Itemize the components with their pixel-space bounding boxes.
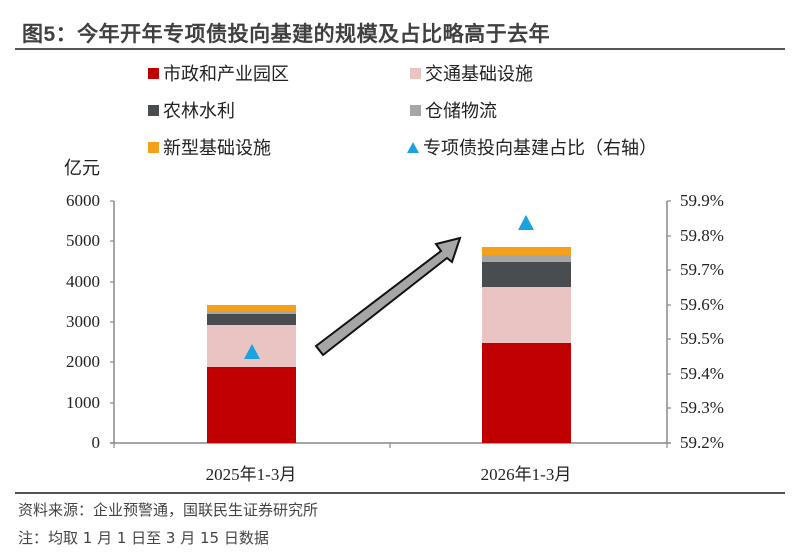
y2-tick-label: 59.9%: [680, 191, 724, 210]
legend-label: 仓储物流: [425, 101, 497, 122]
y-tick-label: 1000: [66, 393, 100, 412]
legend-swatch-icon: [148, 67, 159, 79]
legend-swatch-icon: [148, 104, 159, 116]
chart-title: 图5：今年开年专项债投向基建的规模及占比略高于去年: [22, 23, 551, 46]
share-marker-2026: [518, 215, 534, 230]
y-tick-label: 2000: [66, 352, 100, 371]
share-marker-2025: [244, 344, 260, 359]
y2-tick-label: 59.6%: [680, 295, 724, 314]
legend-item-municipal: 市政和产业园区: [148, 60, 289, 86]
y-axis-unit: 亿元: [64, 158, 100, 179]
y-tick-label: 3000: [66, 312, 100, 331]
legend-label: 市政和产业园区: [163, 64, 289, 85]
title-rule: [15, 48, 785, 50]
y2-tick-label: 59.7%: [680, 260, 724, 279]
legend-label: 农林水利: [163, 101, 235, 122]
y-tick-label: 6000: [66, 191, 100, 210]
y2-tick-label: 59.2%: [680, 433, 724, 452]
legend-item-new-infra: 新型基础设施: [148, 134, 271, 160]
y-tick-label: 5000: [66, 231, 100, 250]
legend-label: 专项债投向基建占比（右轴）: [423, 138, 657, 159]
legend-swatch-icon: [148, 141, 159, 153]
legend-swatch-icon: [410, 104, 421, 116]
x-tick-label: 2026年1-3月: [480, 465, 572, 484]
y2-tick-label: 59.3%: [680, 398, 724, 417]
footer-rule: [15, 492, 785, 494]
legend-item-agri-water: 农林水利: [148, 97, 235, 123]
y2-tick-label: 59.8%: [680, 226, 724, 245]
bar-2025: [207, 305, 296, 443]
triangle-marker-icon: [407, 141, 419, 153]
legend-item-share: 专项债投向基建占比（右轴）: [407, 134, 657, 160]
legend-label: 交通基础设施: [425, 64, 533, 85]
legend-swatch-icon: [410, 67, 421, 79]
legend-item-logistics: 仓储物流: [410, 97, 497, 123]
y-tick-label: 0: [91, 433, 101, 452]
trend-arrow-icon: [314, 236, 462, 357]
source-note: 资料来源：企业预警通，国联民生证券研究所: [18, 501, 319, 519]
y2-tick-label: 59.4%: [680, 364, 724, 383]
legend-item-transport: 交通基础设施: [410, 60, 533, 86]
legend-label: 新型基础设施: [163, 138, 271, 159]
data-note: 注：均取 1 月 1 日至 3 月 15 日数据: [18, 529, 269, 547]
y2-tick-label: 59.5%: [680, 329, 724, 348]
bar-2026: [482, 247, 571, 443]
x-tick-label: 2025年1-3月: [205, 465, 297, 484]
y-tick-label: 4000: [66, 272, 100, 291]
